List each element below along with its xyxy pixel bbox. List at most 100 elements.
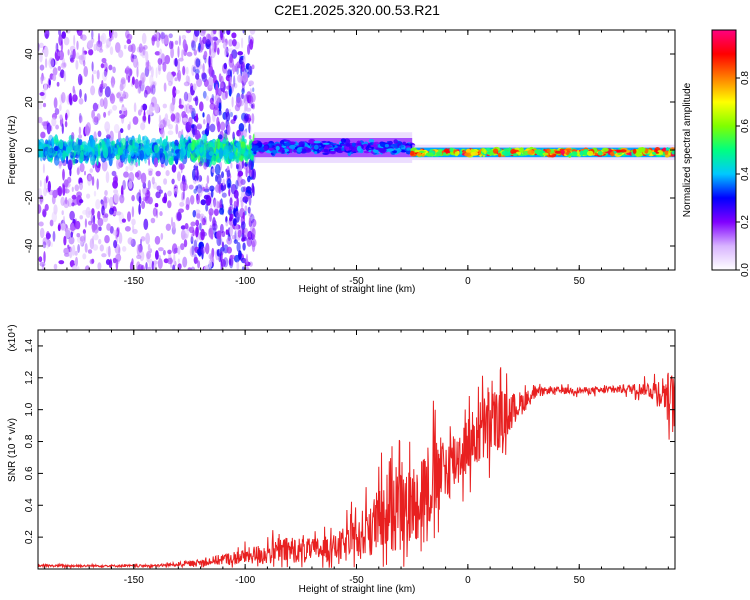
heatmap-cell [140,143,143,152]
heatmap-cell [139,139,144,145]
heatmap-cell [233,82,238,89]
heatmap-cell [62,57,65,68]
heatmap-cell [251,113,255,124]
heatmap-cell [101,57,107,64]
heatmap-cell [48,148,55,159]
heatmap-cell [183,91,189,102]
heatmap-cell [205,242,210,255]
heatmap-cell [308,138,316,144]
heatmap-cell [84,218,87,228]
heatmap-cell [103,111,107,118]
heatmap-cell [112,257,117,264]
heatmap-cell [284,142,291,147]
heatmap-cell [179,153,184,162]
heatmap-cell [113,240,118,249]
heatmap-cell [175,149,181,155]
heatmap-cell [112,229,118,236]
heatmap-cell [192,66,196,73]
heatmap-cell [181,196,185,203]
heatmap-cell [620,149,627,153]
heatmap-cell [190,221,196,227]
heatmap-cell [114,174,118,185]
heatmap-cell [142,45,148,50]
heatmap-cell [241,266,245,270]
heatmap-cell [601,147,609,152]
heatmap-cell [145,232,151,245]
heatmap-cell [76,40,79,50]
heatmap-cell [153,144,160,153]
heatmap-cell [87,249,93,254]
heatmap-cell [109,258,112,265]
heatmap-cell [105,171,110,184]
heatmap-cell [124,149,127,156]
heatmap-cell [39,42,44,48]
heatmap-cell [142,46,146,56]
heatmap-cell [216,230,222,240]
heatmap-cell [192,151,196,159]
heatmap-cell [323,148,329,153]
heatmap-cell [162,61,167,72]
heatmap-cell [127,144,133,153]
heatmap-cell [69,54,74,62]
heatmap-cell [93,148,98,156]
heatmap-cell [91,176,95,186]
heatmap-cell [119,194,125,204]
heatmap-axes: -150 -100 -50 0 50 -40 -20 0 20 40 [24,30,675,287]
heatmap-cell [72,156,76,166]
heatmap-cell [314,151,318,155]
heatmap-cell [180,243,185,251]
heatmap-cell [128,172,135,183]
heatmap-cell [111,170,117,177]
heatmap-cell [160,232,164,240]
heatmap-cell [59,104,62,111]
heatmap-cell [167,190,172,197]
heatmap-cell [120,128,124,134]
heatmap-cell [199,40,204,53]
heatmap-cell [228,152,234,160]
heatmap-cell [198,185,203,197]
heatmap-cell [534,149,541,155]
heatmap-cell [115,153,121,160]
heatmap-cell [81,34,87,41]
heatmap-cell [225,108,230,118]
heatmap-cell [93,233,99,241]
heatmap-cell [235,96,242,108]
heatmap-cell [42,208,47,217]
heatmap-cell [177,258,180,264]
y-tick-label: -40 [24,238,35,253]
heatmap-cell [135,161,138,168]
heatmap-cell [241,237,246,242]
heatmap-cell [185,66,189,75]
heatmap-cell [96,154,99,166]
heatmap-cell [234,230,237,242]
heatmap-cell [251,64,255,70]
heatmap-cell [214,100,219,109]
heatmap-cell [127,44,134,52]
heatmap-cell [140,238,142,246]
heatmap-cell [222,178,225,186]
heatmap-cell [154,103,160,114]
heatmap-cell [245,167,248,178]
heatmap-cell [167,130,174,135]
y-tick-label: 0 [24,147,35,153]
heatmap-cell [183,239,188,248]
heatmap-cell [39,180,42,187]
heatmap-cell [72,48,76,60]
heatmap-cell [233,218,237,227]
heatmap-x-axis-label: Height of straight line (km) [299,284,416,295]
heatmap-cell [230,111,233,118]
heatmap-cell [140,122,146,131]
heatmap-cell [236,196,239,208]
heatmap-cell [38,139,41,147]
heatmap-cell [368,139,375,143]
heatmap-cell [131,194,135,202]
heatmap-cell [208,259,213,269]
heatmap-cell [163,178,168,185]
heatmap-cell [195,73,200,80]
heatmap-cell [49,147,54,154]
heatmap-cell [151,36,157,42]
heatmap-cell [74,259,78,265]
y-tick-label: 0.4 [24,498,35,512]
heatmap-cell [69,246,74,258]
